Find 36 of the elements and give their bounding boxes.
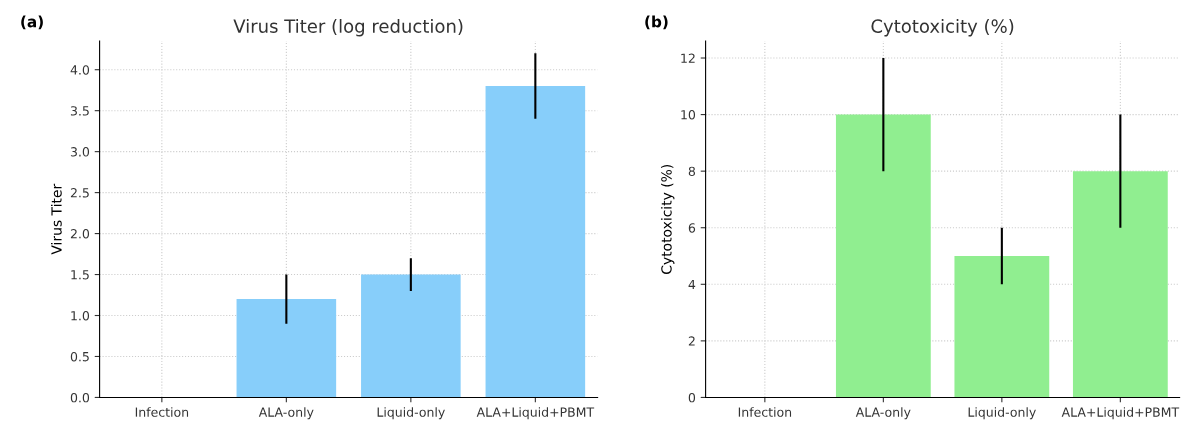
y-tick-label: 6 [688,223,696,233]
y-tick-label: 2.5 [70,188,89,198]
x-tick-label: Liquid-only [377,407,445,420]
x-tick-label: Infection [135,407,189,417]
x-tick-label: ALA+Liquid+PBMT [1061,407,1180,420]
y-tick-label: 1.5 [71,270,89,280]
y-tick-label: 2 [688,336,695,346]
y-tick-label: 4.0 [70,65,90,75]
y-tick-label: 3.5 [70,106,89,116]
bar [1072,171,1168,398]
y-tick-label: 10 [681,110,696,120]
bar [485,86,586,398]
y-tick-label: 0 [688,392,696,403]
x-tick-label: ALA-only [258,407,314,420]
text: (b) [645,15,668,30]
y-tick-label: 3.0 [70,147,90,157]
bar [361,274,461,398]
chart-title: Cytotoxicity (%) [871,18,1014,37]
text: (a) [21,15,43,30]
y-axis-title: Cytotoxicity (%) [660,164,675,274]
y-tick-label: 1.0 [71,310,90,321]
bar [236,299,337,398]
bar [954,256,1050,398]
y-tick-label: 0.5 [70,351,89,362]
y-tick-label: 2.0 [70,229,90,239]
y-axis-title: Virus Titer [51,183,62,255]
chart-title: Virus Titer (log reduction) [233,18,463,37]
x-tick-label: ALA-only [855,407,911,420]
y-tick-label: 12 [681,53,695,63]
y-tick-label: 8 [688,166,696,177]
x-tick-label: Infection [738,407,792,417]
bar [835,114,931,398]
y-tick-label: 0.0 [70,392,90,403]
y-tick-label: 4 [688,279,696,290]
x-tick-label: Liquid-only [968,407,1036,420]
x-tick-label: ALA+Liquid+PBMT [476,407,595,420]
